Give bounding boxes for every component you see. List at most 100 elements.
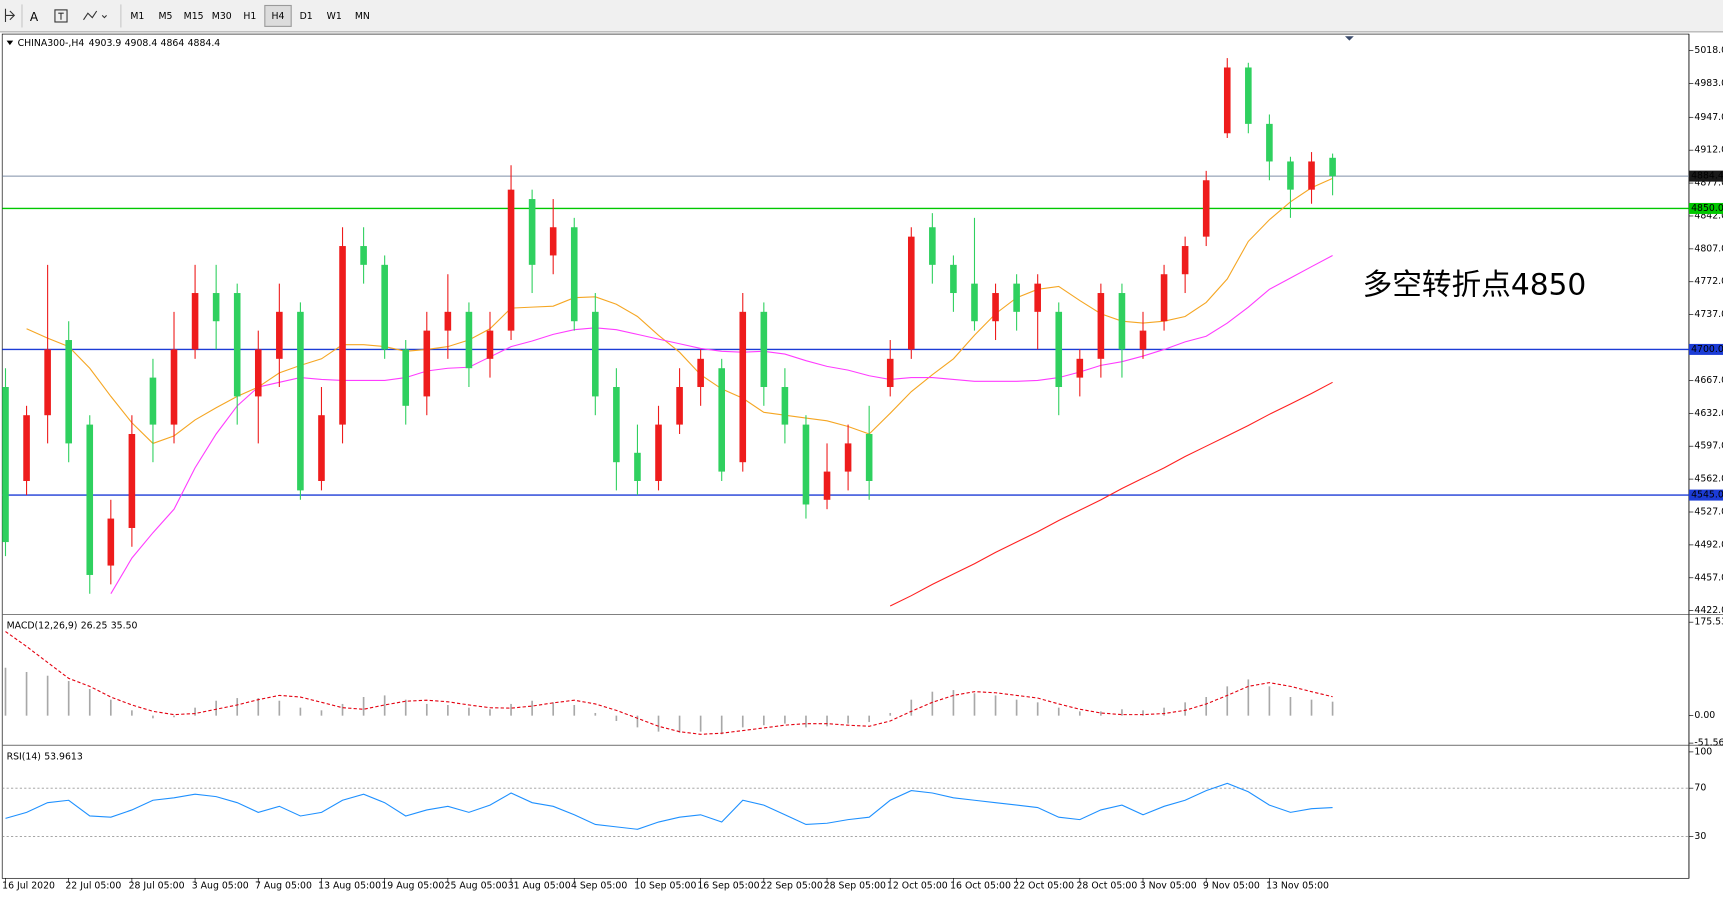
candle-body xyxy=(1055,311,1063,388)
timeframe-label[interactable]: MN xyxy=(355,11,370,22)
y-tick-label: 4947.0 xyxy=(1694,112,1723,123)
rsi-header: RSI(14) 53.9613 xyxy=(7,751,83,762)
price-label-box xyxy=(1688,170,1723,182)
candle-body xyxy=(676,387,683,425)
macd-bar xyxy=(636,715,639,728)
timeframe-label[interactable]: M15 xyxy=(184,11,204,22)
candle-body xyxy=(191,293,199,350)
candle-body xyxy=(170,349,178,425)
y-tick-label: 4422.0 xyxy=(1694,605,1723,616)
text-tool[interactable]: A xyxy=(30,10,39,24)
candle-body xyxy=(549,227,557,256)
x-tick-label: 19 Aug 05:00 xyxy=(381,881,444,892)
macd-bar xyxy=(152,715,154,719)
candle-body xyxy=(128,433,136,528)
x-tick-label: 25 Aug 05:00 xyxy=(445,881,508,892)
y-tick-label: 0.00 xyxy=(1694,710,1715,721)
macd-bar xyxy=(973,693,976,716)
timeframe-button[interactable] xyxy=(264,4,292,27)
toolbar xyxy=(0,0,1723,32)
macd-bar xyxy=(615,715,618,721)
y-tick-label: 4842.0 xyxy=(1694,210,1723,221)
y-tick-label: 4492.0 xyxy=(1694,539,1723,550)
macd-bar xyxy=(763,715,765,726)
macd-bar xyxy=(910,699,913,716)
macd-bar xyxy=(1142,710,1144,716)
macd-bar xyxy=(1289,697,1292,716)
macd-bar xyxy=(1036,702,1039,716)
candle-body xyxy=(486,330,494,359)
timeframe-label[interactable]: H1 xyxy=(243,11,256,22)
y-tick-label: 4737.0 xyxy=(1694,309,1723,320)
x-tick-label: 9 Nov 05:00 xyxy=(1203,881,1260,892)
macd-bar xyxy=(278,700,281,716)
macd-bar xyxy=(67,681,70,716)
candle-body xyxy=(1118,293,1126,350)
y-tick-label: 4457.0 xyxy=(1694,572,1723,583)
macd-signal: 35.50 xyxy=(111,620,138,631)
close: 4884.4 xyxy=(188,37,221,48)
macd-bar xyxy=(88,689,91,716)
candle-body xyxy=(402,349,410,406)
rsi-line xyxy=(5,782,1333,830)
y-tick-label: 175.53 xyxy=(1694,617,1723,628)
x-tick-label: 28 Jul 05:00 xyxy=(129,881,185,892)
macd-title: MACD(12,26,9) xyxy=(7,620,78,631)
x-tick-label: 28 Oct 05:00 xyxy=(1077,881,1138,892)
macd-bar xyxy=(1268,686,1271,716)
shift-marker xyxy=(1344,36,1354,41)
x-tick-label: 7 Aug 05:00 xyxy=(255,881,312,892)
candle-body xyxy=(233,293,241,397)
x-tick-label: 16 Jul 2020 xyxy=(2,881,55,892)
candle-body xyxy=(528,199,536,265)
timeframe-label[interactable]: D1 xyxy=(300,11,313,22)
timeframe-label[interactable]: H4 xyxy=(272,11,285,22)
macd-bar xyxy=(25,671,28,716)
timeframe-label[interactable]: M5 xyxy=(158,11,172,22)
macd-bar xyxy=(720,715,723,735)
candle-body xyxy=(929,227,936,265)
macd-bar xyxy=(826,715,828,727)
macd-bar xyxy=(46,675,49,716)
macd-bar xyxy=(784,715,786,724)
timeframes: M1 M5 M15 M30 H1 H4 D1 W1 MN xyxy=(130,4,370,27)
symbol-marker xyxy=(6,40,14,46)
macd-bar xyxy=(489,709,491,716)
macd-bar xyxy=(194,707,196,716)
candle-body xyxy=(971,283,978,322)
candle-body xyxy=(718,368,726,472)
candle-body xyxy=(318,415,325,481)
candle-body xyxy=(1223,67,1231,134)
crosshair-icon[interactable] xyxy=(4,8,16,22)
candle-body xyxy=(739,311,747,463)
rsi-value: 53.9613 xyxy=(44,751,83,762)
macd-bar xyxy=(1310,699,1313,716)
timeframe-label[interactable]: M30 xyxy=(212,11,232,22)
x-tick-label: 28 Sep 05:00 xyxy=(824,881,886,892)
macd-bar xyxy=(1184,702,1186,716)
candle-body xyxy=(44,349,51,416)
label-tool[interactable] xyxy=(54,9,68,23)
annotation: 多空转折点4850 xyxy=(1363,266,1587,301)
x-tick-label: 22 Sep 05:00 xyxy=(761,881,823,892)
candle-body xyxy=(655,424,662,481)
x-tick-label: 4 Sep 05:00 xyxy=(571,881,627,892)
macd-bar xyxy=(257,698,260,716)
macd-bar xyxy=(1205,697,1208,716)
timeframe-label[interactable]: M1 xyxy=(130,11,144,22)
macd-bar xyxy=(320,710,323,716)
macd-bar xyxy=(1100,711,1102,716)
level-label-box xyxy=(1688,343,1723,355)
macd-bar xyxy=(468,707,470,716)
arrows-tool[interactable] xyxy=(83,10,107,21)
macd-bar xyxy=(1057,707,1060,716)
macd-bar xyxy=(952,690,955,716)
candle-body xyxy=(1181,246,1189,275)
y-tick-label: 4527.0 xyxy=(1694,507,1723,518)
candle-body xyxy=(1329,157,1336,177)
timeframe-label[interactable]: W1 xyxy=(327,11,342,22)
candle-body xyxy=(1308,161,1315,190)
candle-body xyxy=(886,358,894,388)
macd-bar xyxy=(1331,701,1334,716)
x-tick-label: 31 Aug 05:00 xyxy=(508,881,571,892)
